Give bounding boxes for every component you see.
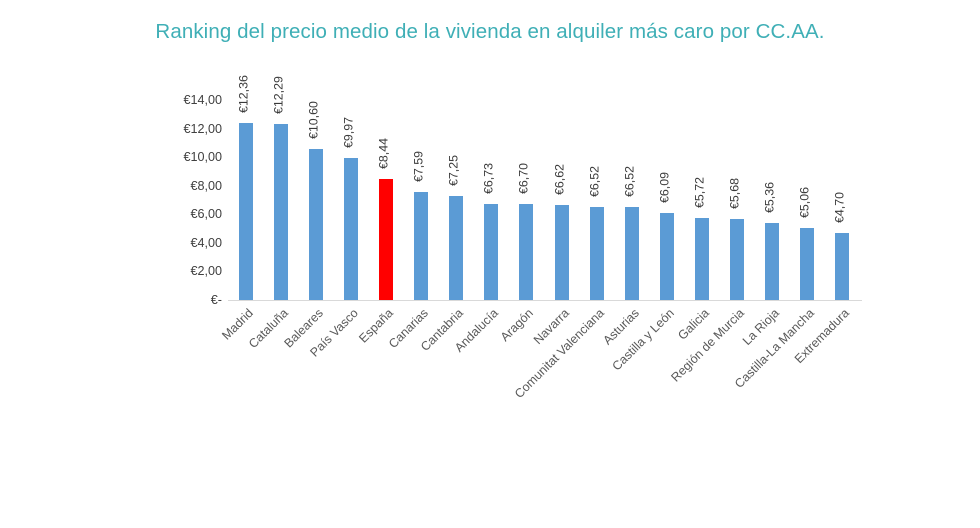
- plot-area: €12,36 €12,29 €10,60 €9,97 €8,44 €7,59 €7,25 €6…: [228, 76, 860, 300]
- bar-value-label: €6,52: [587, 165, 602, 197]
- y-axis: €14,00 €12,00 €10,00 €8,00 €6,00 €4,00 €2,00 €-: [160, 93, 222, 307]
- bar-value-label: €6,09: [657, 171, 672, 203]
- bar-group: €5,06: [790, 100, 825, 300]
- y-axis-tick-label: €2,00: [190, 264, 222, 279]
- bar[interactable]: [800, 227, 815, 300]
- bar[interactable]: [238, 123, 253, 300]
- bar-value-label: €6,62: [552, 164, 567, 196]
- bar-value-label: €6,70: [517, 163, 532, 195]
- y-axis-tick-label: €14,00: [183, 93, 222, 107]
- bar-group: €7,59: [404, 100, 439, 300]
- bar-group: €12,29: [263, 77, 298, 300]
- bar-group: €6,09: [649, 100, 684, 300]
- bar[interactable]: [554, 205, 569, 300]
- bar-value-label: €7,25: [446, 155, 461, 187]
- bar-value-label: €9,97: [341, 116, 356, 148]
- bar[interactable]: [519, 204, 534, 300]
- bar-group: €10,60: [298, 100, 333, 300]
- y-axis-tick-label: €-: [210, 293, 222, 307]
- bar-group: €12,36: [228, 76, 263, 300]
- bar-value-label: €5,06: [797, 186, 812, 218]
- chart-slide: Ranking del precio medio de la vivienda …: [155, 20, 862, 401]
- bar-value-label: €5,72: [692, 177, 707, 209]
- bar-value-label: €8,44: [376, 138, 391, 170]
- bar-group: €6,52: [579, 100, 614, 300]
- bar-highlighted[interactable]: [378, 179, 393, 300]
- bar[interactable]: [730, 218, 745, 300]
- bar[interactable]: [765, 223, 780, 300]
- bar[interactable]: [449, 196, 464, 300]
- bar-value-label: €12,29: [271, 76, 286, 115]
- bar[interactable]: [484, 203, 499, 300]
- bar[interactable]: [343, 157, 358, 300]
- y-axis-tick-label: €6,00: [190, 207, 222, 222]
- bar[interactable]: [308, 148, 323, 300]
- bar-group: €5,36: [755, 100, 790, 300]
- bar-group: €7,25: [439, 100, 474, 300]
- bar[interactable]: [273, 124, 288, 300]
- bar-group: €9,97: [333, 100, 368, 300]
- x-axis-baseline: [228, 300, 862, 301]
- bar-value-label: €6,52: [622, 165, 637, 197]
- bar-value-label: €7,59: [411, 150, 426, 182]
- bar-group: €4,70: [825, 100, 860, 300]
- y-axis-tick-label: €4,00: [190, 235, 222, 250]
- bar-group: €6,70: [509, 100, 544, 300]
- bar-group: €5,68: [720, 100, 755, 300]
- y-axis-tick-label: €8,00: [190, 178, 222, 193]
- bar[interactable]: [835, 232, 850, 300]
- bar-group: €8,44: [368, 100, 403, 300]
- bar-group: €6,52: [614, 100, 649, 300]
- bar-group: €5,72: [684, 100, 719, 300]
- bar[interactable]: [589, 206, 604, 300]
- bar[interactable]: [694, 218, 709, 300]
- y-axis-tick-label: €10,00: [183, 150, 222, 165]
- bar-group: €6,73: [474, 100, 509, 300]
- y-axis-tick-label: €12,00: [183, 121, 222, 136]
- bar-value-label: €5,68: [727, 177, 742, 209]
- bar-value-label: €4,70: [833, 191, 848, 223]
- bar-value-label: €6,73: [481, 162, 496, 194]
- bar[interactable]: [414, 191, 429, 300]
- bar-value-label: €12,36: [236, 75, 251, 114]
- bar[interactable]: [624, 206, 639, 300]
- bar[interactable]: [659, 213, 674, 300]
- bar-group: €6,62: [544, 100, 579, 300]
- bar-value-label: €5,36: [762, 182, 777, 214]
- chart-title: Ranking del precio medio de la vivienda …: [155, 20, 825, 43]
- bar-value-label: €10,60: [306, 100, 321, 139]
